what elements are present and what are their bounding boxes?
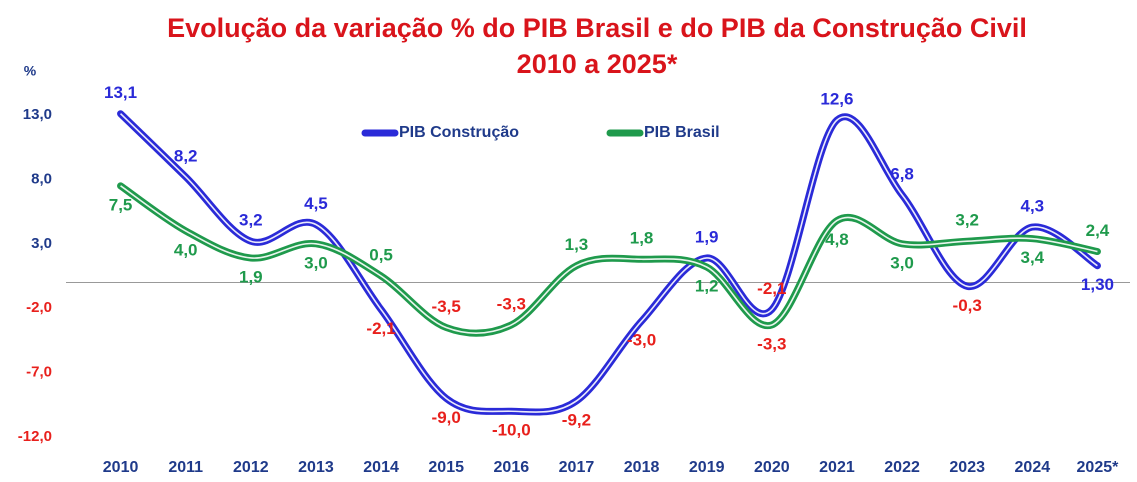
data-label: 7,5	[109, 195, 133, 214]
data-label: 1,9	[695, 227, 719, 246]
series-line	[117, 182, 1101, 337]
x-tick-label: 2015	[428, 459, 464, 476]
line-highlight	[120, 185, 1098, 334]
x-tick-label: 2023	[949, 459, 985, 476]
x-tick-label: 2017	[559, 459, 595, 476]
x-tick-label: 2025*	[1077, 459, 1120, 476]
data-label: -3,3	[497, 294, 526, 313]
y-tick-label: -7,0	[26, 364, 52, 381]
x-tick-label: 2020	[754, 459, 790, 476]
data-label: -0,3	[953, 296, 982, 315]
y-axis-label: %	[24, 63, 37, 79]
x-tick-label: 2010	[103, 459, 139, 476]
chart-title: Evolução da variação % do PIB Brasil e d…	[167, 13, 1027, 43]
x-tick-label: 2021	[819, 459, 855, 476]
series-line	[117, 110, 1101, 416]
data-label: 3,0	[890, 253, 914, 272]
x-tick-label: 2012	[233, 459, 269, 476]
x-tick-label: 2011	[168, 459, 203, 476]
data-label: 1,9	[239, 267, 263, 286]
data-label: 4,8	[825, 230, 849, 249]
data-label: 1,8	[630, 229, 654, 248]
chart-subtitle: 2010 a 2025*	[517, 49, 678, 79]
x-tick-label: 2016	[494, 459, 530, 476]
x-tick-label: 2022	[884, 459, 920, 476]
data-label: 1,3	[565, 235, 589, 254]
data-label: 2,4	[1086, 221, 1110, 240]
y-tick-label: 8,0	[31, 170, 52, 187]
data-label: -2,1	[757, 279, 786, 298]
x-tick-label: 2024	[1015, 459, 1051, 476]
data-label: -9,2	[562, 410, 591, 429]
data-label: 4,0	[174, 240, 198, 259]
y-tick-label: -12,0	[18, 428, 52, 445]
data-label: -9,0	[432, 408, 461, 427]
data-label: 4,3	[1020, 197, 1044, 216]
data-label: 3,0	[304, 253, 328, 272]
data-label: 12,6	[820, 90, 853, 109]
y-tick-label: 13,0	[23, 106, 52, 123]
data-label: 3,2	[955, 211, 979, 230]
legend-label: PIB Construção	[399, 124, 519, 141]
data-label: -3,0	[627, 331, 656, 350]
data-label: -2,1	[366, 319, 395, 338]
data-label: -3,3	[757, 334, 786, 353]
data-label: 8,2	[174, 146, 198, 165]
data-label: -10,0	[492, 421, 531, 440]
data-label: 1,2	[695, 276, 719, 295]
data-label: -3,5	[432, 297, 461, 316]
data-label: 0,5	[369, 245, 393, 264]
data-label: 1,30	[1081, 275, 1114, 294]
x-tick-label: 2019	[689, 459, 725, 476]
y-tick-label: 3,0	[31, 235, 52, 252]
data-label: 3,4	[1020, 248, 1044, 267]
legend-label: PIB Brasil	[644, 124, 720, 141]
data-label: 13,1	[104, 83, 137, 102]
x-tick-label: 2013	[298, 459, 334, 476]
data-label: 6,8	[890, 164, 914, 183]
x-tick-label: 2018	[624, 459, 660, 476]
data-label: 3,2	[239, 211, 263, 230]
x-tick-label: 2014	[363, 459, 399, 476]
data-label: 4,5	[304, 194, 328, 213]
y-tick-label: -2,0	[26, 299, 52, 316]
